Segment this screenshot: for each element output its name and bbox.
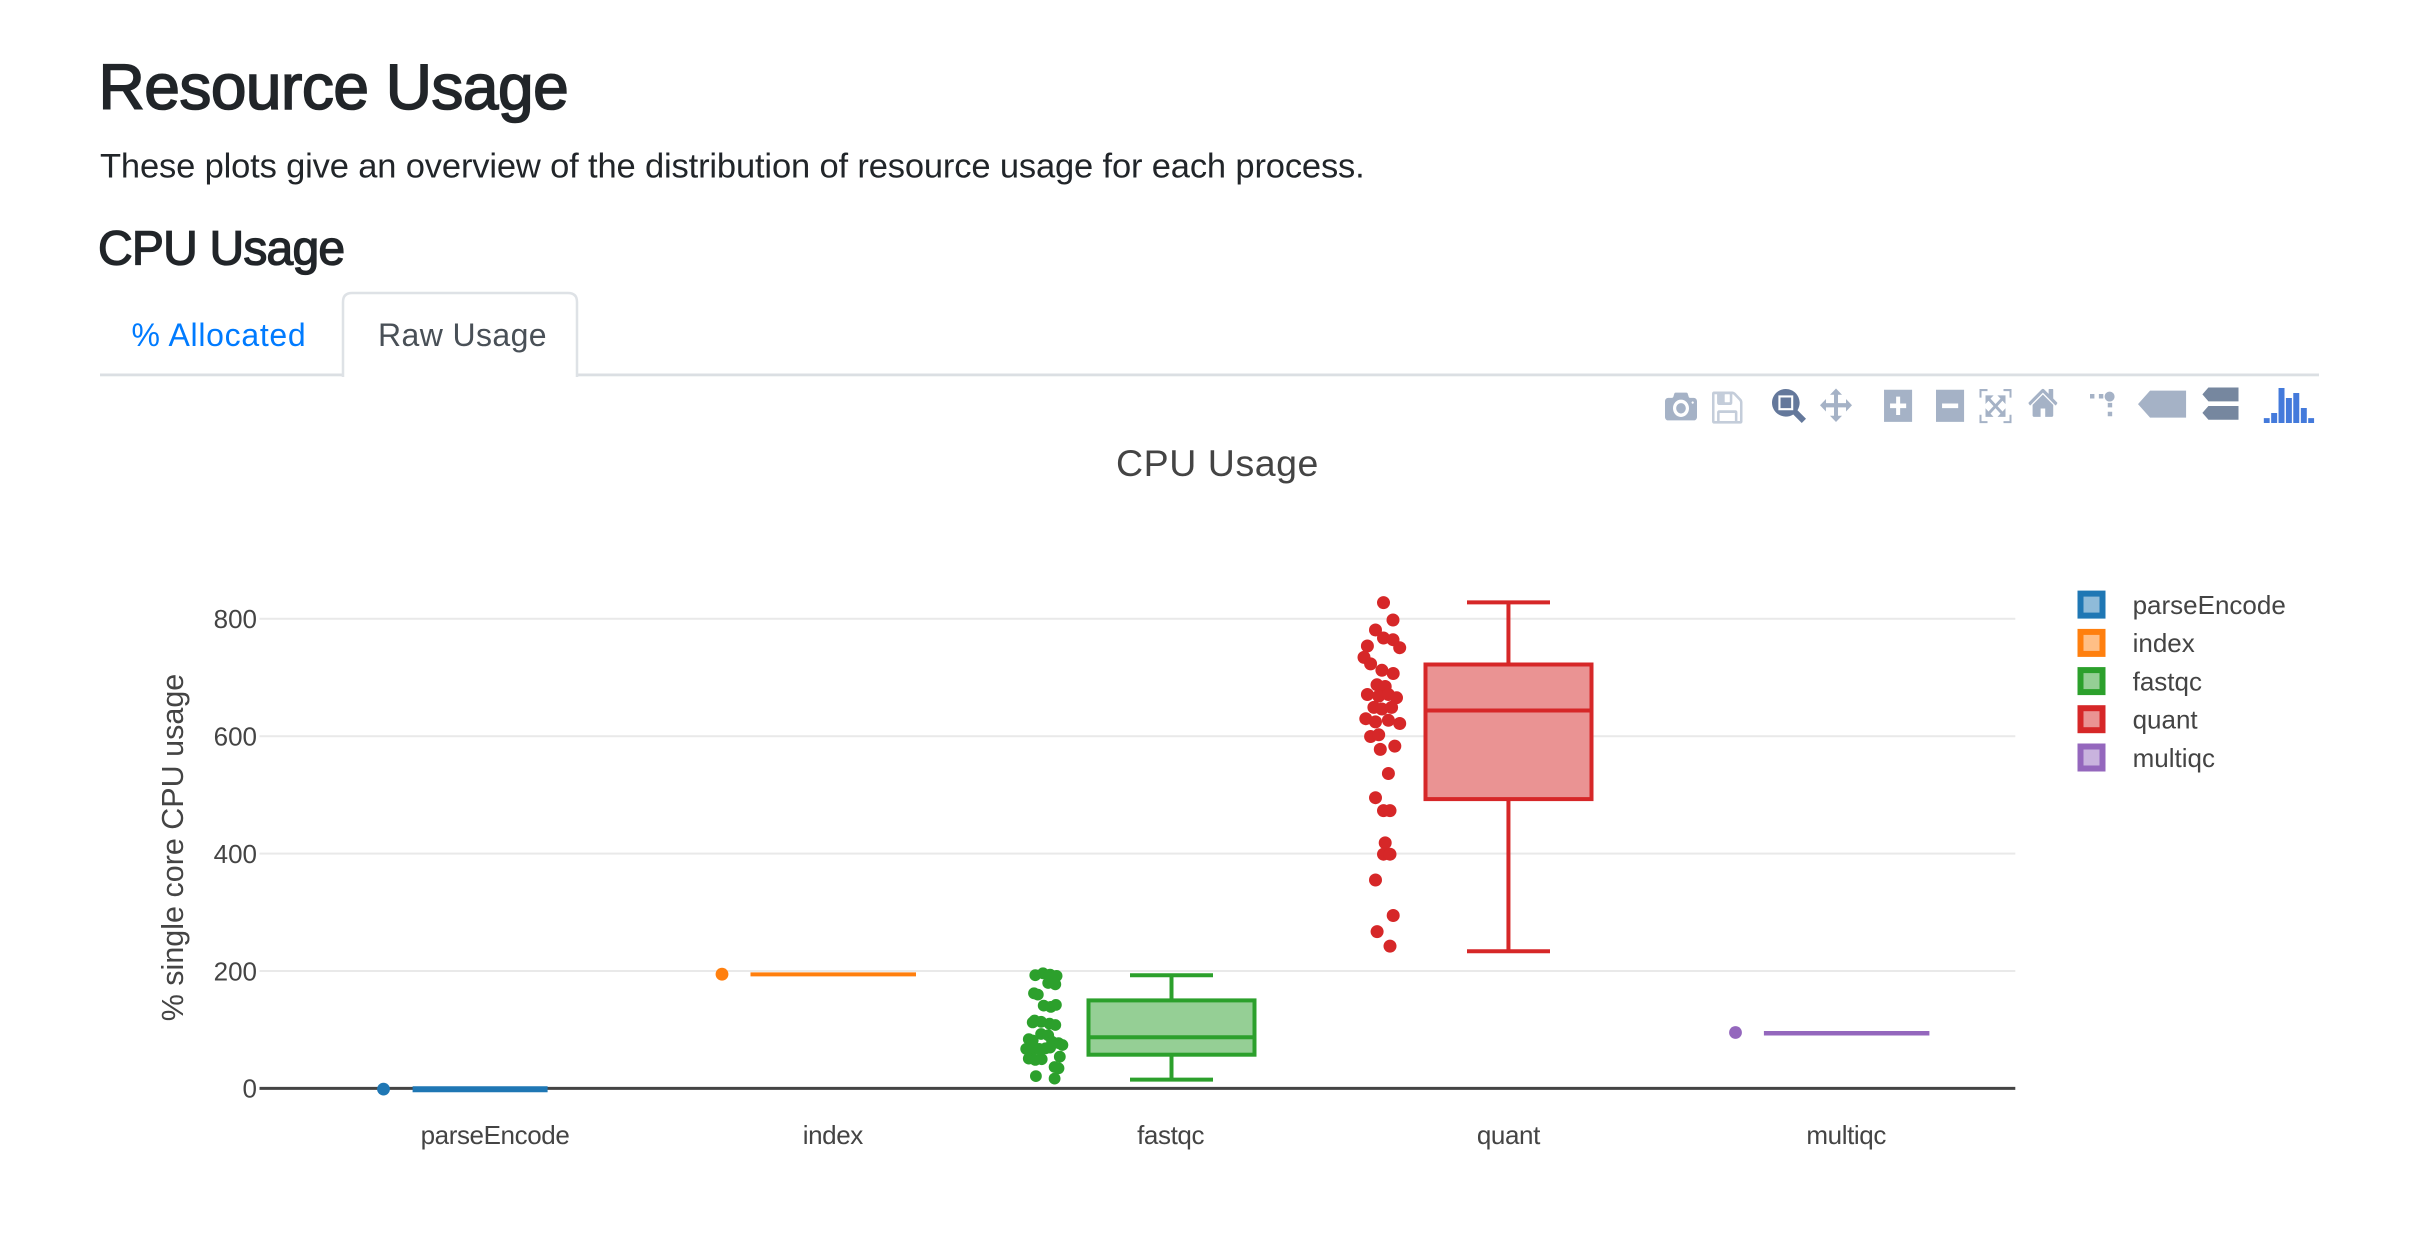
svg-text:multiqc: multiqc xyxy=(2133,743,2215,773)
svg-text:fastqc: fastqc xyxy=(2133,666,2202,696)
svg-text:CPU Usage: CPU Usage xyxy=(98,223,344,276)
svg-text:% Allocated: % Allocated xyxy=(132,317,307,353)
svg-text:CPU Usage: CPU Usage xyxy=(1116,442,1319,484)
svg-text:These plots give an overview o: These plots give an overview of the dist… xyxy=(100,148,1365,186)
svg-text:0: 0 xyxy=(243,1074,257,1104)
svg-text:parseEncode: parseEncode xyxy=(2133,590,2286,620)
svg-text:400: 400 xyxy=(214,839,257,869)
svg-text:Resource Usage: Resource Usage xyxy=(99,51,569,123)
svg-text:quant: quant xyxy=(2133,705,2199,735)
svg-text:index: index xyxy=(803,1120,864,1150)
svg-text:fastqc: fastqc xyxy=(1137,1120,1204,1150)
svg-text:multiqc: multiqc xyxy=(1806,1120,1886,1150)
svg-text:200: 200 xyxy=(214,956,257,986)
svg-text:Raw Usage: Raw Usage xyxy=(378,317,547,353)
svg-text:800: 800 xyxy=(214,604,257,634)
svg-text:600: 600 xyxy=(214,722,257,752)
svg-text:parseEncode: parseEncode xyxy=(421,1120,570,1150)
svg-text:quant: quant xyxy=(1477,1120,1541,1150)
svg-text:index: index xyxy=(2133,628,2195,658)
svg-text:% single core CPU usage: % single core CPU usage xyxy=(156,674,190,1022)
